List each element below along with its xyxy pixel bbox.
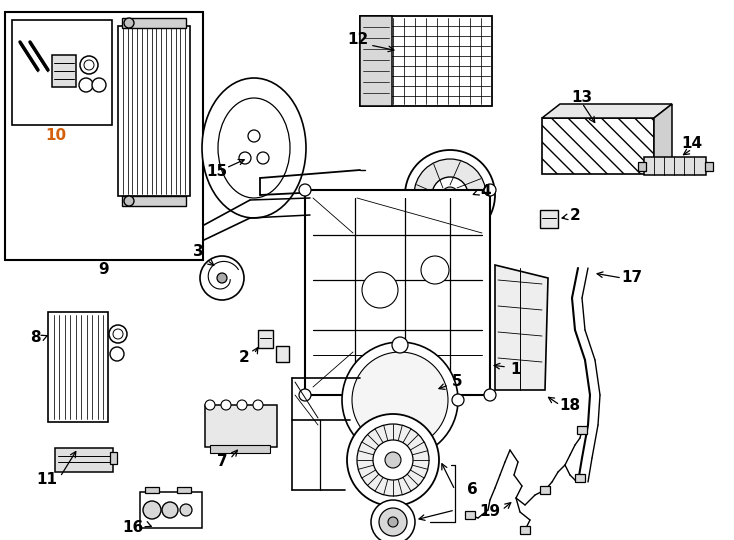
Circle shape xyxy=(80,56,98,74)
Text: 8: 8 xyxy=(29,330,40,346)
Bar xyxy=(48,312,108,422)
Circle shape xyxy=(248,130,260,142)
Circle shape xyxy=(362,272,398,308)
Text: 14: 14 xyxy=(681,136,702,151)
Text: 2: 2 xyxy=(570,207,581,222)
Circle shape xyxy=(205,400,215,410)
Ellipse shape xyxy=(218,98,290,198)
Bar xyxy=(276,346,289,362)
Bar xyxy=(638,162,646,171)
Text: 1: 1 xyxy=(511,362,521,377)
Text: 3: 3 xyxy=(193,245,203,260)
Text: 2: 2 xyxy=(239,350,250,366)
Circle shape xyxy=(92,78,106,92)
Bar xyxy=(705,162,713,171)
Circle shape xyxy=(113,329,123,339)
Ellipse shape xyxy=(202,78,306,218)
Bar xyxy=(122,196,186,206)
Text: 17: 17 xyxy=(622,271,642,286)
Text: 6: 6 xyxy=(467,483,477,497)
Circle shape xyxy=(385,452,401,468)
Text: 7: 7 xyxy=(217,455,228,469)
Bar xyxy=(205,405,277,447)
Text: 13: 13 xyxy=(572,90,592,105)
Text: 16: 16 xyxy=(123,521,144,536)
Bar xyxy=(540,486,550,494)
Bar xyxy=(55,448,113,472)
Bar xyxy=(360,16,492,106)
Text: 15: 15 xyxy=(206,165,228,179)
Bar xyxy=(52,55,76,87)
Bar xyxy=(520,526,530,534)
Circle shape xyxy=(442,187,458,203)
Circle shape xyxy=(180,504,192,516)
Circle shape xyxy=(221,400,231,410)
Text: 18: 18 xyxy=(559,397,581,413)
Bar xyxy=(644,157,706,175)
Text: 12: 12 xyxy=(347,32,368,48)
Circle shape xyxy=(421,256,449,284)
Circle shape xyxy=(110,347,124,361)
Text: 11: 11 xyxy=(37,472,57,488)
Circle shape xyxy=(452,394,464,406)
Bar xyxy=(110,452,117,464)
Circle shape xyxy=(162,502,178,518)
Circle shape xyxy=(405,150,495,240)
Bar xyxy=(118,26,190,196)
Circle shape xyxy=(379,508,407,536)
Circle shape xyxy=(357,424,429,496)
Bar xyxy=(145,487,159,493)
Bar xyxy=(305,190,490,395)
Bar xyxy=(542,118,654,174)
Circle shape xyxy=(352,352,448,448)
Circle shape xyxy=(200,256,244,300)
Circle shape xyxy=(84,60,94,70)
Text: 19: 19 xyxy=(479,504,501,519)
Bar xyxy=(577,426,587,434)
Polygon shape xyxy=(542,104,672,118)
Circle shape xyxy=(237,400,247,410)
Bar xyxy=(140,492,202,528)
Bar xyxy=(12,20,112,125)
Circle shape xyxy=(239,152,251,164)
Text: 9: 9 xyxy=(98,262,109,278)
Bar xyxy=(360,16,392,106)
Bar xyxy=(210,445,270,453)
Circle shape xyxy=(414,159,486,231)
Bar xyxy=(465,511,475,519)
Circle shape xyxy=(253,400,263,410)
Bar xyxy=(177,487,191,493)
Circle shape xyxy=(79,78,93,92)
Circle shape xyxy=(257,152,269,164)
Polygon shape xyxy=(654,104,672,174)
Circle shape xyxy=(299,389,311,401)
Polygon shape xyxy=(495,265,548,390)
Text: 4: 4 xyxy=(481,185,491,199)
Circle shape xyxy=(484,184,496,196)
Circle shape xyxy=(373,440,413,480)
Circle shape xyxy=(347,414,439,506)
Circle shape xyxy=(371,500,415,540)
Text: 5: 5 xyxy=(451,375,462,389)
Circle shape xyxy=(143,501,161,519)
Circle shape xyxy=(217,273,227,283)
Bar xyxy=(5,12,203,260)
Circle shape xyxy=(109,325,127,343)
Polygon shape xyxy=(540,210,558,228)
Circle shape xyxy=(484,389,496,401)
Text: 10: 10 xyxy=(46,127,67,143)
Bar xyxy=(258,330,273,348)
Circle shape xyxy=(124,196,134,206)
Circle shape xyxy=(392,337,408,353)
Bar xyxy=(122,18,186,28)
Circle shape xyxy=(299,184,311,196)
Circle shape xyxy=(432,177,468,213)
Circle shape xyxy=(388,517,398,527)
Circle shape xyxy=(342,342,458,458)
Circle shape xyxy=(124,18,134,28)
Bar xyxy=(575,474,585,482)
